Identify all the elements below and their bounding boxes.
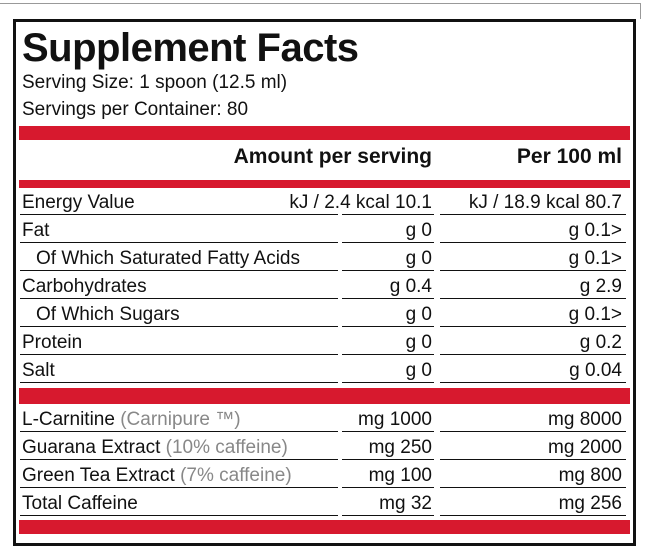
per-serving: 0.4 g [342, 273, 434, 299]
per-100ml: 0.2 g [440, 329, 626, 355]
table-row: Of Which Saturated Fatty Acids 0 g <0.1 g [0, 245, 649, 273]
name-note: (10% caffeine) [165, 437, 288, 458]
table-row: Of Which Sugars 0 g <0.1 g [0, 301, 649, 329]
red-bar [19, 180, 630, 188]
name-text: Total Caffeine [22, 493, 138, 514]
row-name: Green Tea Extract (7% caffeine) [20, 462, 338, 488]
name-note: (Carnipure ™) [120, 409, 241, 430]
per-serving: 10.1 kJ / 2.4 kcal [289, 189, 434, 215]
per-100ml: 8000 mg [440, 406, 626, 432]
name-text: Of Which Sugars [36, 304, 180, 325]
per-100ml: 256 mg [440, 490, 626, 516]
per-serving-text: 0 g [405, 332, 432, 353]
per-100ml: 0.04 g [440, 357, 626, 383]
row-name: Carbohydrates [20, 273, 338, 299]
per-100ml-text: <0.1 g [568, 248, 622, 269]
per-100ml: 2000 mg [440, 434, 626, 460]
per-100ml: <0.1 g [440, 217, 626, 243]
per-serving: 0 g [342, 245, 434, 271]
per-100ml: <0.1 g [440, 301, 626, 327]
border-line [0, 3, 640, 4]
per-100ml-text: 80.7 kJ / 18.9 kcal [468, 192, 622, 213]
name-text: Protein [22, 332, 83, 353]
table-row: Carbohydrates 0.4 g 2.9 g [0, 273, 649, 301]
label-frame [13, 19, 636, 546]
name-text: Guarana Extract [22, 437, 161, 458]
table-row: Fat 0 g <0.1 g [0, 217, 649, 245]
per-100ml-text: 0.04 g [569, 360, 622, 381]
table-row: Green Tea Extract (7% caffeine) 100 mg 800… [0, 462, 649, 490]
red-bar [19, 388, 630, 404]
row-name: L-Carnitine (Carnipure ™) [20, 406, 338, 432]
per-serving-text: 1000 mg [358, 409, 432, 430]
header-per-serving: Amount per serving [233, 145, 432, 168]
name-text: Carbohydrates [22, 276, 147, 297]
row-name: Energy Value [20, 189, 338, 215]
per-serving-text: 100 mg [368, 465, 432, 486]
table-row: Guarana Extract (10% caffeine) 250 mg 2000… [0, 434, 649, 462]
title: Supplement Facts [22, 26, 359, 70]
table-row: L-Carnitine (Carnipure ™) 1000 mg 8000 mg [0, 406, 649, 434]
name-text: L-Carnitine [22, 409, 115, 430]
table-row: Energy Value 10.1 kJ / 2.4 kcal 80.7 kJ / … [0, 189, 649, 217]
per-100ml-text: <0.1 g [568, 304, 622, 325]
row-name: Salt [20, 357, 338, 383]
per-serving: 0 g [342, 329, 434, 355]
per-100ml: 800 mg [440, 462, 626, 488]
per-serving: 0 g [342, 217, 434, 243]
per-serving: 100 mg [342, 462, 434, 488]
border-line [640, 3, 641, 19]
per-100ml: 80.7 kJ / 18.9 kcal [440, 189, 626, 215]
red-bar [19, 126, 630, 140]
per-100ml-text: 800 mg [558, 465, 622, 486]
per-serving-text: 0.4 g [389, 276, 432, 297]
per-serving-text: 0 g [405, 248, 432, 269]
per-100ml-text: <0.1 g [568, 220, 622, 241]
row-name: Fat [20, 217, 338, 243]
per-serving: 0 g [342, 357, 434, 383]
name-text: Of Which Saturated Fatty Acids [36, 248, 300, 269]
per-100ml-text: 256 mg [558, 493, 622, 514]
per-100ml: 2.9 g [440, 273, 626, 299]
row-name: Of Which Saturated Fatty Acids [20, 245, 338, 271]
per-100ml-text: 2.9 g [579, 276, 622, 297]
name-text: Energy Value [22, 192, 135, 213]
per-serving: 1000 mg [342, 406, 434, 432]
per-100ml-text: 0.2 g [579, 332, 622, 353]
name-text: Green Tea Extract [22, 465, 175, 486]
header-per-100ml: Per 100 ml [516, 145, 622, 168]
per-serving-text: 0 g [405, 220, 432, 241]
per-serving: 0 g [342, 301, 434, 327]
per-serving-text: 0 g [405, 360, 432, 381]
per-serving-text: 0 g [405, 304, 432, 325]
per-100ml-text: 2000 mg [548, 437, 622, 458]
table-row: Total Caffeine 32 mg 256 mg [0, 490, 649, 518]
row-name: Protein [20, 329, 338, 355]
per-100ml: <0.1 g [440, 245, 626, 271]
per-serving-text: 250 mg [368, 437, 432, 458]
name-text: Fat [22, 220, 50, 241]
per-100ml-text: 8000 mg [548, 409, 622, 430]
row-name: Of Which Sugars [20, 301, 338, 327]
per-serving: 250 mg [342, 434, 434, 460]
red-bar [19, 520, 630, 534]
per-serving-text: 32 mg [379, 493, 432, 514]
row-name: Total Caffeine [20, 490, 338, 516]
servings-per-container: Servings per Container: 80 [22, 99, 249, 120]
per-serving: 32 mg [342, 490, 434, 516]
serving-size: Serving Size: 1 spoon (12.5 ml) [22, 72, 288, 93]
per-serving-text: 10.1 kJ / 2.4 kcal [289, 192, 432, 213]
row-name: Guarana Extract (10% caffeine) [20, 434, 338, 460]
table-row: Protein 0 g 0.2 g [0, 329, 649, 357]
table-row: Salt 0 g 0.04 g [0, 357, 649, 385]
name-note: (7% caffeine) [180, 465, 292, 486]
name-text: Salt [22, 360, 55, 381]
